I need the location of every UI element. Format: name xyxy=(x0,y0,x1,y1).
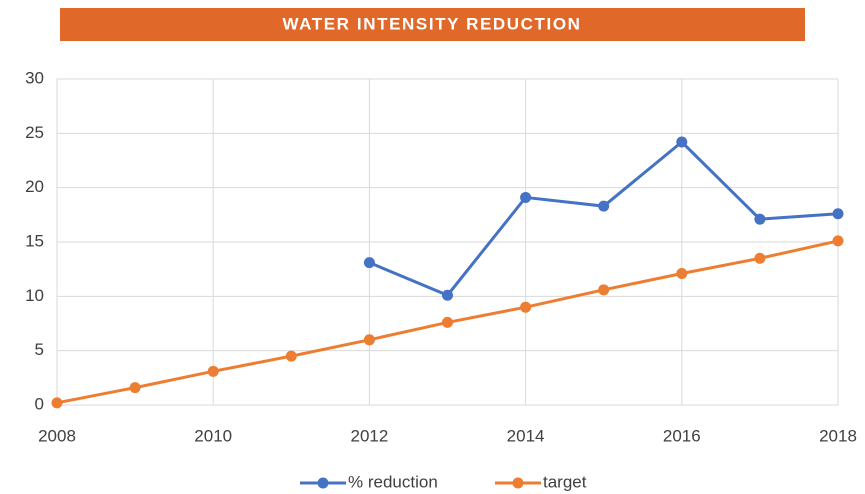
data-point xyxy=(598,200,610,212)
x-tick-label: 2010 xyxy=(194,426,232,445)
data-point xyxy=(363,257,375,269)
legend-label: target xyxy=(543,472,587,491)
data-point xyxy=(442,289,453,301)
data-point xyxy=(676,136,688,148)
data-point xyxy=(754,213,766,225)
x-tick-label: 2018 xyxy=(819,426,857,445)
legend-marker xyxy=(512,477,524,489)
x-tick-label: 2014 xyxy=(507,426,545,445)
data-point xyxy=(207,365,219,377)
y-tick-label: 30 xyxy=(25,68,44,87)
data-point xyxy=(363,334,375,346)
data-point xyxy=(520,191,532,203)
y-tick-label: 20 xyxy=(25,177,44,196)
data-point xyxy=(285,350,297,362)
legend-marker xyxy=(317,477,329,489)
y-tick-label: 0 xyxy=(35,394,44,413)
series-line xyxy=(368,140,839,298)
x-tick-label: 2016 xyxy=(663,426,701,445)
chart-title: WATER INTENSITY REDUCTION xyxy=(282,14,581,33)
x-tick-label: 2012 xyxy=(350,426,388,445)
y-tick-label: 15 xyxy=(25,231,44,250)
x-tick-label: 2008 xyxy=(38,426,76,445)
legend-label: % reduction xyxy=(348,472,438,491)
data-point xyxy=(442,316,453,328)
data-point xyxy=(832,208,844,220)
data-point xyxy=(598,284,610,296)
y-tick-label: 25 xyxy=(25,123,44,142)
data-point xyxy=(754,252,766,264)
data-point xyxy=(676,268,688,280)
title-banner xyxy=(60,8,805,41)
y-tick-label: 5 xyxy=(35,340,44,359)
y-tick-label: 10 xyxy=(25,286,44,305)
data-point xyxy=(832,235,844,247)
data-point xyxy=(129,382,141,394)
data-point xyxy=(51,397,63,409)
data-point xyxy=(520,301,532,313)
